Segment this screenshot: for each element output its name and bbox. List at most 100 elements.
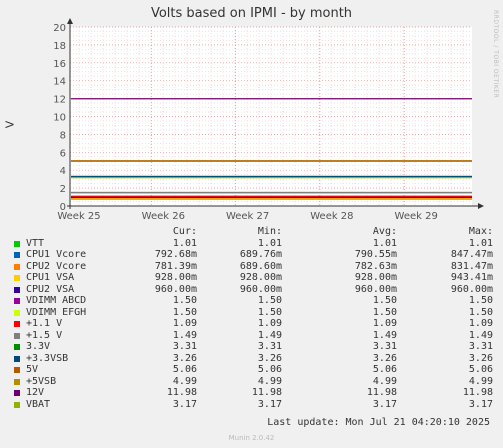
- legend-avg: 4.99: [372, 375, 397, 387]
- legend-name: +1.5 V: [26, 329, 63, 341]
- legend-item: CPU1 Vcore 792.68m 689.76m 790.55m 847.47m: [12, 249, 493, 261]
- legend-max: 847.47m: [450, 249, 493, 260]
- legend-swatch: [14, 298, 20, 304]
- legend-swatch: [14, 344, 20, 350]
- legend-swatch: [14, 263, 20, 270]
- legend-header-cur: Cur:: [172, 226, 197, 237]
- y-tick-label: 8: [60, 130, 66, 141]
- legend-item: 5V 5.06 5.06 5.06 5.06: [12, 364, 493, 376]
- y-tick-label: 0: [60, 202, 66, 213]
- legend-name: CPU2 VSA: [26, 283, 75, 295]
- legend-min: 689.60m: [239, 260, 282, 272]
- y-tick-label: 16: [53, 59, 66, 70]
- legend-min: 689.76m: [239, 249, 282, 260]
- legend-min: 11.98: [251, 387, 282, 398]
- legend-max: 4.99: [468, 375, 493, 387]
- legend-avg: 3.31: [372, 341, 397, 352]
- footer-credit: Munin 2.0.42: [228, 434, 275, 442]
- legend-item: VDIMM EFGH 1.50 1.50 1.50 1.50: [12, 306, 493, 319]
- legend-max: 1.01: [468, 237, 493, 249]
- legend-cur: 3.26: [172, 352, 197, 364]
- legend-name: +1.1 V: [26, 318, 63, 329]
- legend-swatch: [14, 252, 20, 258]
- side-credit: RRDTOOL / TOBI OETIKER: [492, 10, 499, 99]
- y-tick-label: 20: [53, 23, 66, 34]
- legend-avg: 5.06: [372, 364, 397, 375]
- legend-avg: 3.17: [372, 398, 397, 410]
- legend-max: 1.09: [468, 318, 493, 329]
- y-tick-label: 12: [53, 95, 66, 106]
- series-lines: [71, 98, 472, 200]
- legend-avg: 3.26: [372, 352, 397, 364]
- legend-cur: 1.01: [172, 237, 197, 249]
- legend-min: 960.00m: [239, 283, 282, 295]
- legend-item: +1.1 V 1.09 1.09 1.09 1.09: [12, 318, 493, 330]
- legend-cur: 781.39m: [154, 260, 197, 272]
- legend-max: 1.50: [468, 306, 493, 318]
- y-tick-label: 2: [60, 184, 66, 195]
- legend-min: 4.99: [257, 375, 282, 387]
- legend-min: 1.09: [257, 318, 282, 329]
- legend-name: 12V: [26, 387, 45, 398]
- legend-name: VDIMM ABCD: [26, 295, 87, 306]
- last-update: Last update: Mon Jul 21 04:20:10 2025: [267, 417, 490, 428]
- legend-cur: 11.98: [166, 387, 197, 398]
- x-tick-label: Week 29: [395, 211, 438, 222]
- x-tick-label: Week 27: [226, 211, 269, 222]
- legend-name: VDIMM EFGH: [26, 306, 87, 318]
- y-tick-label: 6: [60, 148, 66, 159]
- legend-cur: 1.09: [172, 318, 197, 329]
- legend-min: 1.49: [257, 329, 282, 341]
- legend-item: +1.5 V 1.49 1.49 1.49 1.49: [12, 329, 493, 342]
- legend-swatch: [14, 321, 20, 327]
- legend-cur: 4.99: [172, 375, 197, 387]
- legend-name: CPU1 VSA: [26, 272, 75, 283]
- legend-item: CPU2 Vcore 781.39m 689.60m 782.63m 831.47m: [12, 260, 493, 273]
- legend-avg: 1.01: [372, 237, 397, 249]
- legend-avg: 1.49: [372, 329, 397, 341]
- legend-avg: 1.50: [372, 295, 397, 306]
- legend-item: 12V 11.98 11.98 11.98 11.98: [12, 387, 493, 399]
- legend-name: 5V: [26, 364, 39, 375]
- legend-min: 1.50: [257, 306, 282, 318]
- legend-min: 1.50: [257, 295, 282, 306]
- y-tick-label: 10: [53, 113, 66, 124]
- legend-avg: 960.00m: [354, 283, 397, 295]
- x-axis-arrow: [478, 203, 484, 209]
- legend-item: CPU1 VSA 928.00m 928.00m 928.00m 943.41m: [12, 272, 493, 284]
- legend-header-avg: Avg:: [372, 226, 397, 237]
- legend-min: 928.00m: [239, 272, 282, 283]
- legend-item: VTT 1.01 1.01 1.01 1.01: [12, 237, 493, 250]
- legend-avg: 790.55m: [354, 249, 397, 260]
- legend-max: 960.00m: [450, 283, 493, 295]
- legend-max: 3.31: [468, 341, 493, 352]
- legend-min: 3.31: [257, 341, 282, 352]
- y-tick-label: 14: [53, 77, 66, 88]
- legend-cur: 1.49: [172, 329, 197, 341]
- legend-min: 3.26: [257, 352, 282, 364]
- legend-min: 5.06: [257, 364, 282, 375]
- legend-cur: 5.06: [172, 364, 197, 375]
- legend-name: CPU1 Vcore: [26, 249, 87, 260]
- legend-swatch: [14, 240, 20, 247]
- legend-item: 3.3V 3.31 3.31 3.31 3.31: [12, 341, 493, 353]
- legend-avg: 1.09: [372, 318, 397, 329]
- legend-swatch: [14, 390, 20, 396]
- legend-swatch: [14, 286, 20, 293]
- y-tick-label: 4: [60, 166, 66, 177]
- legend-max: 11.98: [462, 387, 493, 398]
- legend-name: +5VSB: [26, 375, 57, 387]
- legend-rows: VTT 1.01 1.01 1.01 1.01 CPU1 Vcore 792.68m 689.…: [12, 237, 493, 411]
- legend-cur: 1.50: [172, 306, 197, 318]
- legend-max: 3.17: [468, 398, 493, 410]
- legend-cur: 960.00m: [154, 283, 197, 295]
- legend-swatch: [14, 401, 20, 408]
- legend-swatch: [14, 309, 20, 316]
- y-tick-label: 18: [53, 41, 66, 52]
- legend-header-max: Max:: [468, 226, 493, 237]
- legend-name: VBAT: [26, 398, 51, 410]
- legend-swatch: [14, 275, 20, 281]
- legend-min: 1.01: [257, 237, 282, 249]
- legend-avg: 928.00m: [354, 272, 397, 283]
